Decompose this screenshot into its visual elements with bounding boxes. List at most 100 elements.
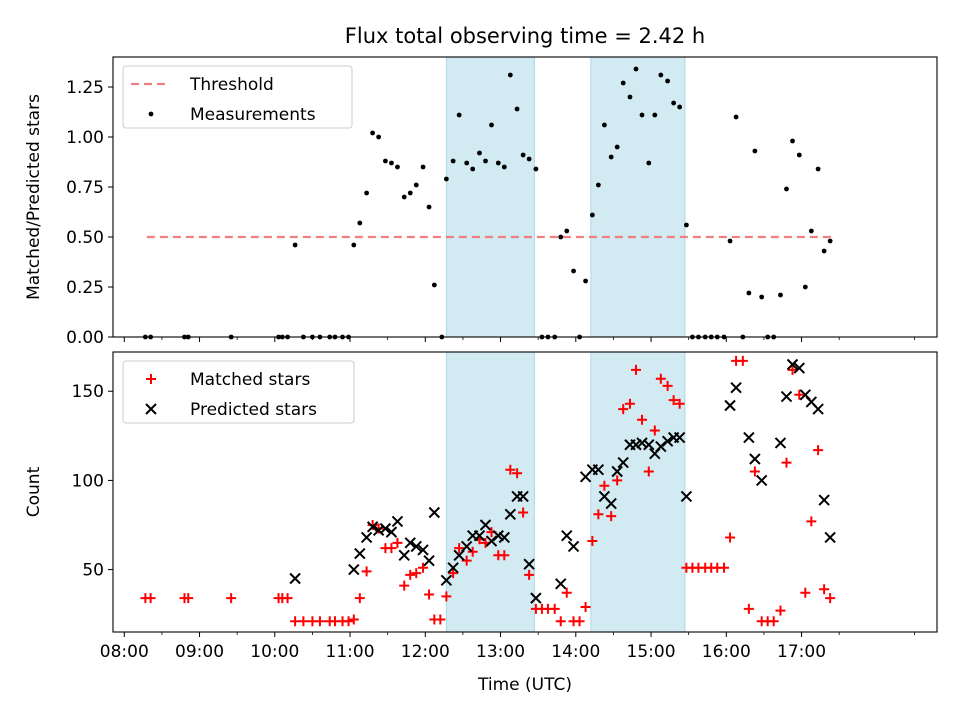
measurement-point xyxy=(489,122,494,128)
measurement-point xyxy=(808,228,814,234)
measurement-point xyxy=(501,164,507,170)
legend-predicted-swatch xyxy=(145,403,157,415)
predicted-star-point xyxy=(824,531,836,544)
predicted-star-point xyxy=(793,362,805,374)
matched-star-point xyxy=(574,616,585,627)
predicted-star-point xyxy=(517,490,529,503)
observing-band-2 xyxy=(590,351,686,633)
measurement-point xyxy=(483,158,488,164)
predicted-star-point xyxy=(372,524,385,537)
y-tick-label: 1.00 xyxy=(66,128,104,148)
predicted-star-point xyxy=(780,390,793,403)
matched-star-point xyxy=(505,464,516,475)
predicted-star-point xyxy=(755,474,768,487)
predicted-star-point xyxy=(391,515,404,528)
y-tick-label: 100 xyxy=(72,471,104,491)
y-tick-label: 1.25 xyxy=(66,78,104,98)
predicted-star-point xyxy=(440,574,453,586)
measurement-point xyxy=(526,156,532,162)
measurement-point xyxy=(733,114,739,120)
matched-star-point xyxy=(630,364,641,375)
predicted-star-point xyxy=(786,358,799,371)
predicted-star-point xyxy=(417,544,429,556)
measurement-point xyxy=(495,160,501,166)
predicted-star-point xyxy=(366,521,379,533)
measurement-point xyxy=(520,152,526,158)
observing-band-1 xyxy=(445,56,535,338)
x-tick-label: 10:00 xyxy=(250,642,299,662)
predicted-star-point xyxy=(504,508,517,521)
measurement-point xyxy=(665,78,671,84)
legend-label: Threshold xyxy=(189,75,274,95)
measurement-point xyxy=(370,130,376,136)
matched-star-point xyxy=(674,398,685,409)
measurement-point xyxy=(759,294,765,300)
measurement-point xyxy=(413,182,419,188)
measurement-point xyxy=(821,248,827,254)
measurement-point xyxy=(827,238,833,244)
predicted-star-point xyxy=(555,578,567,590)
matched-star-point xyxy=(361,566,372,577)
measurement-point xyxy=(558,234,564,240)
x-axis-label: Time (UTC) xyxy=(477,675,572,695)
plot-frame xyxy=(112,56,938,338)
measurement-point xyxy=(589,212,595,218)
measurement-point xyxy=(815,166,821,172)
predicted-star-point xyxy=(611,465,623,478)
predicted-star-point xyxy=(289,572,301,585)
predicted-star-point xyxy=(818,494,830,506)
matched-star-point xyxy=(343,616,354,627)
predicted-star-point xyxy=(749,453,761,465)
matched-star-point xyxy=(348,614,359,625)
measurement-point xyxy=(351,242,357,248)
x-tick-label: 16:00 xyxy=(702,642,751,662)
measurement-point xyxy=(407,190,413,196)
matched-star-point xyxy=(367,519,378,530)
matched-star-point xyxy=(392,537,403,548)
x-tick-label: 12:00 xyxy=(401,642,450,662)
measurement-point xyxy=(507,72,513,78)
legend-label: Matched stars xyxy=(190,370,310,390)
matched-star-point xyxy=(599,480,610,491)
matched-star-point xyxy=(512,468,523,479)
matched-star-point xyxy=(549,603,560,614)
y-tick-label: 0.50 xyxy=(66,228,104,248)
matched-star-point xyxy=(226,593,237,604)
predicted-star-point xyxy=(567,540,580,553)
matched-star-point xyxy=(314,616,325,627)
matched-star-point xyxy=(524,569,535,580)
matched-star-point xyxy=(354,593,365,604)
legend: Matched stars Predicted stars xyxy=(122,360,355,424)
measurement-point xyxy=(395,164,400,170)
matched-star-point xyxy=(725,532,736,543)
predicted-star-point xyxy=(447,562,459,574)
measurement-point xyxy=(646,160,652,166)
observing-band-2 xyxy=(590,56,686,338)
measurement-point xyxy=(614,144,620,150)
measurement-point xyxy=(608,154,614,160)
predicted-star-point xyxy=(360,531,373,544)
matched-star-point xyxy=(624,398,635,409)
matched-star-point xyxy=(454,543,465,554)
matched-star-point xyxy=(606,511,617,522)
predicted-star-point xyxy=(661,435,674,447)
x-tick-label: 13:00 xyxy=(476,642,525,662)
matched-star-point xyxy=(668,395,679,406)
top-y-axis-label: Matched/Predicted stars xyxy=(24,94,44,300)
matched-star-point xyxy=(405,569,416,580)
matched-star-point xyxy=(518,507,529,518)
matched-star-point xyxy=(448,568,459,579)
measurement-point xyxy=(443,176,449,182)
matched-star-point xyxy=(580,602,591,613)
predicted-star-point xyxy=(636,437,648,449)
matched-star-point xyxy=(637,414,648,425)
legend-label: Predicted stars xyxy=(190,400,317,420)
chart-title: Flux total observing time = 2.42 h xyxy=(345,24,705,48)
measurement-point xyxy=(658,72,664,78)
matched-star-point xyxy=(298,616,309,627)
predicted-star-point xyxy=(398,549,410,562)
plot-frame xyxy=(112,351,938,633)
measurement-point xyxy=(420,164,426,170)
y-tick-label: 150 xyxy=(72,382,104,402)
